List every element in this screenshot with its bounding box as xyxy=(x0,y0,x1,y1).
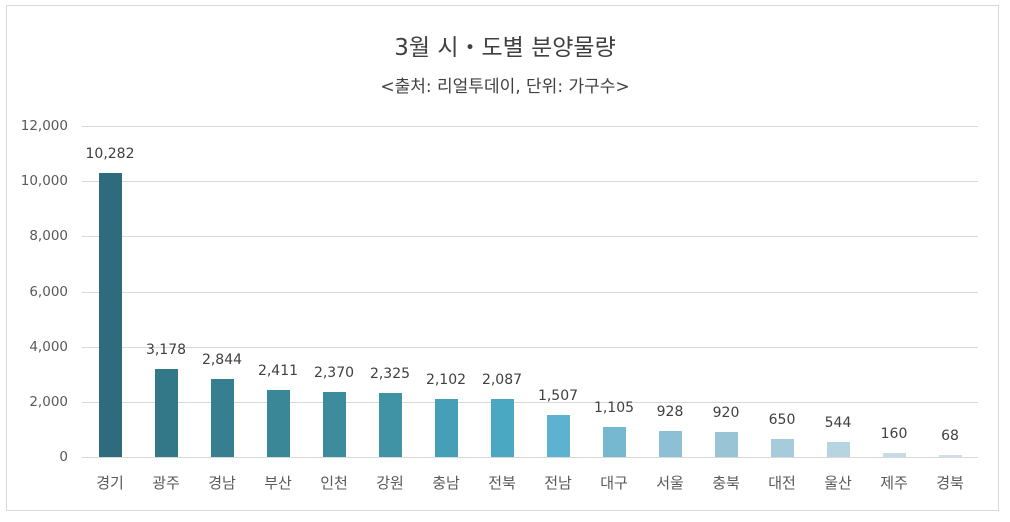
bar xyxy=(98,173,122,457)
bar xyxy=(266,390,290,457)
y-tick-label: 4,000 xyxy=(29,338,68,355)
data-label: 2,102 xyxy=(425,372,467,389)
x-category-label: 충북 xyxy=(712,474,740,492)
bar xyxy=(882,452,906,457)
bar xyxy=(770,439,794,457)
data-label: 10,282 xyxy=(85,146,135,163)
gridline xyxy=(82,291,978,293)
bar xyxy=(210,378,234,457)
gridline xyxy=(82,126,978,127)
bar xyxy=(826,441,850,457)
bar xyxy=(714,431,738,457)
x-category-label: 부산 xyxy=(264,474,292,492)
x-category-label: 충남 xyxy=(432,474,460,492)
data-label: 2,844 xyxy=(201,351,243,368)
data-label: 928 xyxy=(656,404,684,421)
y-tick-label: 10,000 xyxy=(20,173,68,190)
x-category-label: 서울 xyxy=(656,474,684,492)
data-label: 160 xyxy=(880,425,908,442)
bar xyxy=(490,399,514,457)
y-tick-label: 0 xyxy=(59,449,68,465)
x-category-label: 경남 xyxy=(208,474,236,492)
chart-title: 3월 시・도별 분양물량 xyxy=(394,35,616,61)
x-category-label: 광주 xyxy=(152,474,180,492)
x-category-label: 전남 xyxy=(544,474,572,492)
bar xyxy=(938,455,962,457)
x-category-label: 인천 xyxy=(320,474,348,492)
y-tick-label: 2,000 xyxy=(29,393,68,410)
y-tick-label: 8,000 xyxy=(29,228,68,245)
bar xyxy=(658,431,682,457)
x-category-label: 울산 xyxy=(824,474,852,492)
data-label: 68 xyxy=(941,428,959,445)
bar xyxy=(434,399,458,457)
x-category-label: 경기 xyxy=(96,474,124,492)
data-label: 2,325 xyxy=(369,365,411,382)
x-category-label: 대전 xyxy=(768,474,796,492)
y-tick-label: 6,000 xyxy=(29,283,68,300)
data-label: 1,105 xyxy=(593,399,635,416)
gridline xyxy=(82,236,978,238)
data-label: 1,507 xyxy=(537,388,579,405)
data-label: 2,411 xyxy=(257,363,299,380)
gridline xyxy=(82,346,978,348)
data-label: 544 xyxy=(824,414,852,431)
x-category-label: 전북 xyxy=(488,474,516,492)
bar xyxy=(322,391,346,457)
bar xyxy=(378,392,402,457)
gridline xyxy=(82,401,978,403)
chart-subtitle: <출처: 리얼투데이, 단위: 가구수> xyxy=(380,77,630,97)
gridline xyxy=(82,457,978,458)
bar xyxy=(546,415,570,457)
y-tick-label: 12,000 xyxy=(20,118,68,134)
data-label: 2,087 xyxy=(481,372,523,389)
bar xyxy=(154,369,178,457)
x-category-label: 제주 xyxy=(880,474,908,492)
data-label: 2,370 xyxy=(313,364,355,381)
data-label: 3,178 xyxy=(145,342,187,359)
data-label: 650 xyxy=(768,412,796,429)
x-category-label: 경북 xyxy=(936,474,964,492)
x-category-label: 대구 xyxy=(600,474,628,492)
gridline xyxy=(82,181,978,183)
bar xyxy=(602,426,626,457)
data-label: 920 xyxy=(712,404,740,421)
x-category-label: 강원 xyxy=(376,474,404,492)
